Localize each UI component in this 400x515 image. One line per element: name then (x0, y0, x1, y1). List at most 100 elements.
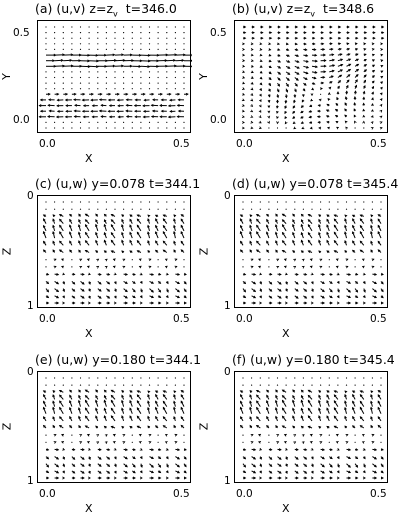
vector-arrow (63, 54, 72, 56)
vector-arrow (135, 99, 141, 101)
vector-dot (106, 77, 107, 78)
vector-arrow (96, 241, 98, 246)
vector-arrow (79, 220, 81, 224)
vector-arrow (150, 281, 154, 283)
vector-arrow (181, 401, 184, 407)
vector-dot (242, 266, 243, 267)
panel-title: (c) (u,w) y=0.078 t=344.1 (35, 178, 200, 191)
vector-arrow (243, 457, 246, 459)
vector-arrow (381, 302, 383, 304)
vector-arrow (174, 395, 176, 400)
vector-dot (363, 127, 364, 128)
vector-arrow (303, 273, 306, 275)
vector-arrow (55, 289, 59, 292)
vector-arrow (152, 116, 158, 118)
vector-arrow (53, 225, 55, 231)
vector-dot (89, 77, 90, 78)
vector-dot (89, 201, 90, 202)
vector-arrow (137, 391, 141, 393)
vector-arrow (174, 401, 176, 406)
vector-arrow (252, 32, 255, 34)
vector-arrow (44, 250, 47, 253)
vector-arrow (158, 471, 161, 473)
vector-arrow (278, 464, 282, 467)
vector-arrow (269, 26, 272, 28)
vector-arrow (88, 273, 90, 275)
vector-arrow (312, 54, 317, 56)
vector-dot (268, 266, 269, 267)
vector-arrow (122, 233, 124, 239)
vector-arrow (269, 471, 272, 473)
vector-arrow (278, 66, 281, 68)
vector-arrow (371, 104, 373, 106)
vector-arrow (167, 65, 176, 67)
vector-dot (183, 26, 184, 27)
vector-dot (114, 201, 115, 202)
vector-arrow (360, 407, 364, 413)
vector-dot (363, 201, 364, 202)
vector-dot (63, 201, 64, 202)
vector-arrow (111, 251, 115, 253)
vector-arrow (48, 116, 55, 118)
vector-dot (183, 88, 184, 89)
vector-dot (123, 209, 124, 210)
vector-arrow (132, 296, 135, 298)
vector-dot (372, 201, 373, 202)
vector-dot (268, 435, 269, 436)
vector-dot (355, 266, 356, 267)
vector-arrow (96, 426, 98, 428)
vector-arrow (378, 417, 381, 421)
vector-arrow (153, 99, 158, 101)
vector-arrow (251, 43, 253, 45)
vector-arrow (62, 302, 64, 304)
vector-dot (251, 377, 252, 378)
vector-arrow (242, 110, 244, 112)
vector-arrow (163, 395, 167, 400)
vector-arrow (338, 43, 341, 45)
vector-dot (89, 377, 90, 378)
vector-dot (140, 127, 141, 128)
vector-arrow (137, 251, 141, 253)
vector-dot (114, 77, 115, 78)
vector-arrow (372, 43, 374, 45)
vector-arrow (372, 464, 376, 467)
vector-arrow (293, 442, 295, 444)
vector-arrow (158, 449, 161, 451)
vector-arrow (268, 105, 270, 107)
vector-arrow (301, 116, 304, 118)
vector-arrow (63, 471, 65, 473)
vector-arrow (354, 97, 356, 100)
vector-arrow (140, 281, 142, 283)
vector-arrow (347, 296, 351, 298)
vector-arrow (338, 26, 341, 28)
vector-arrow (242, 88, 244, 90)
vector-arrow (303, 89, 305, 91)
x-axis-label: X (282, 503, 290, 514)
panel-title-time: t=346.0 (118, 1, 177, 16)
vector-arrow (259, 441, 261, 443)
vector-arrow (266, 401, 269, 407)
vector-arrow (53, 401, 55, 406)
vector-arrow (282, 416, 286, 421)
vector-arrow (347, 302, 351, 304)
vector-arrow (378, 425, 381, 428)
plot-area (234, 371, 388, 483)
vector-dot (89, 26, 90, 27)
vector-arrow (140, 289, 142, 292)
vector-arrow (278, 457, 282, 460)
vector-dot (140, 43, 141, 44)
vector-dot (175, 71, 176, 72)
vector-arrow (55, 471, 59, 473)
vector-dot (355, 209, 356, 210)
vector-dot (380, 435, 381, 436)
vector-dot (346, 377, 347, 378)
vector-arrow (242, 116, 244, 118)
vector-arrow (269, 464, 272, 467)
vector-arrow (62, 266, 64, 268)
vector-arrow (243, 273, 246, 275)
vector-arrow (321, 54, 326, 56)
vector-dot (372, 385, 373, 386)
vector-arrow (46, 449, 49, 451)
vector-arrow (43, 226, 46, 231)
vector-arrow (44, 241, 47, 245)
